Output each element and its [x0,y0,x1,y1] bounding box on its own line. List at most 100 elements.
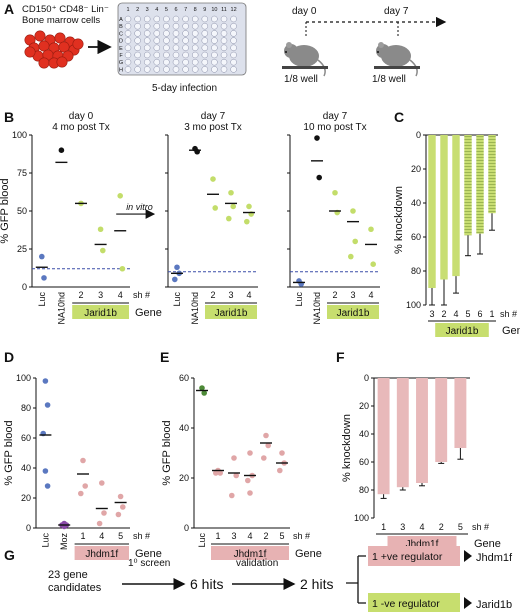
data-point [247,490,253,496]
bar [435,378,448,462]
plate-well [143,66,151,73]
x-tick-label: NA10hd [312,292,322,325]
plate-well [191,51,199,59]
data-point [199,385,205,391]
cell-cluster-icon [24,30,84,69]
bar [452,135,460,277]
panel-label-g: G [4,547,15,563]
x-tick-label: 4 [453,309,458,319]
plate-well [182,44,189,52]
x-tick-label: Luc [197,533,207,548]
plate-well [220,22,228,30]
bar [454,378,467,448]
bracket [346,555,366,604]
plate-well [163,44,170,52]
plate-col-label: 4 [155,7,158,13]
data-point [58,147,65,153]
y-axis-label: % knockdown [393,186,405,254]
x-tick-label: 5 [279,531,284,541]
data-point [226,215,232,222]
y-tick-label: 60 [21,433,31,443]
data-point [117,493,124,500]
plate-well [211,51,218,59]
plate-well [134,30,141,37]
plate-well [153,44,161,52]
panel-label-f: F [336,349,345,365]
plate-col-label: 3 [146,7,149,13]
gene-axis-label: Gene [474,538,501,550]
plate-well [191,22,199,30]
chart-b-day7-3mo: day 73 mo post Tx Luc NA10hd 2 3 4 Jarid1b [165,111,258,325]
plate-well [124,15,132,23]
gene-box [327,305,379,319]
y-tick-label: 100 [406,300,421,310]
gene-axis-label: Gene [502,325,520,337]
plate-well [172,44,180,52]
x-tick-label: 2 [441,309,446,319]
sh-label: sh # [133,290,150,300]
data-point [78,490,84,497]
plate-well [153,66,161,73]
plate-well [153,22,161,30]
plate-well [220,37,228,44]
plate-well [153,15,161,23]
plate-col-label: 10 [211,7,217,13]
plate-well [201,30,209,37]
gene-axis-label: Gene [295,548,322,560]
data-point [97,226,104,233]
day7-label: day 7 [384,6,409,17]
plate-well [172,66,180,73]
x-tick-label: 4 [419,522,424,532]
plate-well [124,22,132,30]
hits-2: 2 hits [300,576,333,592]
pos-regulator-label: 1 +ve regulator [372,551,443,563]
y-tick-label: 60 [179,373,189,383]
plate-col-label: 8 [194,7,197,13]
y-tick-label: 80 [21,403,31,413]
x-tick-label: 2 [210,290,215,300]
plate-well [182,51,189,59]
x-tick-label: Luc [294,292,304,307]
x-tick-label: Luc [172,292,182,307]
plate-well [124,44,132,52]
data-point [350,208,356,214]
plate-well [230,51,237,59]
plate-well [153,51,161,59]
data-point [117,193,123,199]
plate-well [211,15,218,23]
plate-well [201,51,209,59]
gene-box [435,323,489,337]
chart-title-1: day 7 [323,111,348,122]
mouse-icon-day0 [282,42,328,77]
day0-label: day 0 [292,6,317,17]
x-tick-label: 3 [228,290,233,300]
x-tick-label: 4 [99,531,104,541]
triangle-pos [464,550,472,562]
plate-well [163,30,170,37]
data-point [174,264,180,271]
panel-label-a: A [4,1,14,17]
plate-well [134,58,141,66]
data-point [101,510,107,516]
gene-name: Jhdm1f [234,549,267,560]
plate-well [230,66,237,73]
plate-row-label: A [119,17,123,23]
data-point [244,218,250,225]
plate-well [143,30,151,37]
plate-well [230,37,237,44]
gene-box [74,546,129,560]
plate-well [201,58,209,66]
y-axis-label: % knockdown [341,414,353,482]
cell [38,57,50,69]
plate-col-label: 7 [184,7,187,13]
x-tick-label: 2 [263,531,268,541]
x-tick-label: 3 [98,290,103,300]
plate-well [172,37,180,44]
plate-col-label: 11 [221,7,227,13]
gene-name: Jarid1b [84,308,117,319]
plate-well [182,22,189,30]
bar [377,378,390,495]
y-tick-label: 60 [411,232,421,242]
y-tick-label: 20 [359,401,369,411]
in-vitro-label: in vitro [126,202,153,212]
